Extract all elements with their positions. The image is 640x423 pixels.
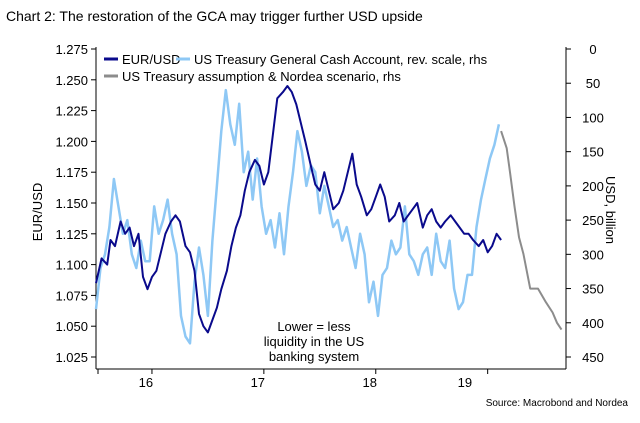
y-left-tick-label: 1.100 xyxy=(55,258,88,273)
chart-source: Source: Macrobond and Nordea xyxy=(485,398,628,409)
legend-item-eurusd: EUR/USD xyxy=(122,52,181,67)
x-tick-label: 18 xyxy=(362,375,376,390)
legend: EUR/USD US Treasury General Cash Account,… xyxy=(104,52,488,84)
series-line-nordea xyxy=(500,130,563,331)
y-left-tick-label: 1.250 xyxy=(55,73,88,88)
y-axis-label-left: EUR/USD xyxy=(30,183,45,242)
annotation-line: liquidity in the US xyxy=(264,334,365,349)
series-layer xyxy=(94,85,563,345)
y-left-tick-label: 1.075 xyxy=(55,288,88,303)
x-tick-label: 16 xyxy=(139,375,153,390)
series-line-eurusd xyxy=(95,85,502,334)
annotation-line: Lower = less xyxy=(277,319,351,334)
y-right-tick-label: 100 xyxy=(582,110,604,125)
annotation-line: banking system xyxy=(269,349,359,364)
left-axis: 1.025 1.050 1.075 1.100 1.125 1.150 1.175 1.200… xyxy=(55,42,96,365)
y-left-tick-label: 1.225 xyxy=(55,104,88,119)
y-right-tick-label: 200 xyxy=(582,179,604,194)
y-left-tick-label: 1.150 xyxy=(55,196,88,211)
y-right-tick-label: 250 xyxy=(582,213,604,228)
y-right-tick-label: 50 xyxy=(586,76,600,91)
y-right-tick-label: 350 xyxy=(582,282,604,297)
y-left-tick-label: 1.175 xyxy=(55,165,88,180)
y-left-tick-label: 1.275 xyxy=(55,42,88,57)
legend-item-gca: US Treasury General Cash Account, rev. s… xyxy=(194,52,488,67)
y-axis-label-right: USD, billion xyxy=(603,176,618,244)
x-axis: 16 17 18 19 xyxy=(97,369,489,390)
y-right-tick-label: 400 xyxy=(582,316,604,331)
x-tick-label: 19 xyxy=(458,375,472,390)
y-left-tick-label: 1.025 xyxy=(55,350,88,365)
y-right-tick-label: 450 xyxy=(582,350,604,365)
y-right-tick-label: 150 xyxy=(582,145,604,160)
y-right-tick-label: 0 xyxy=(589,42,596,57)
right-axis: 0 50 100 150 200 250 300 350 400 450 xyxy=(566,42,604,365)
series-line-gca xyxy=(94,88,501,345)
y-left-tick-label: 1.050 xyxy=(55,319,88,334)
y-left-tick-label: 1.200 xyxy=(55,134,88,149)
chart-title: Chart 2: The restoration of the GCA may … xyxy=(6,8,423,24)
legend-item-nordea: US Treasury assumption & Nordea scenario… xyxy=(122,69,401,84)
x-tick-label: 17 xyxy=(251,375,265,390)
y-right-tick-label: 300 xyxy=(582,247,604,262)
y-left-tick-label: 1.125 xyxy=(55,227,88,242)
